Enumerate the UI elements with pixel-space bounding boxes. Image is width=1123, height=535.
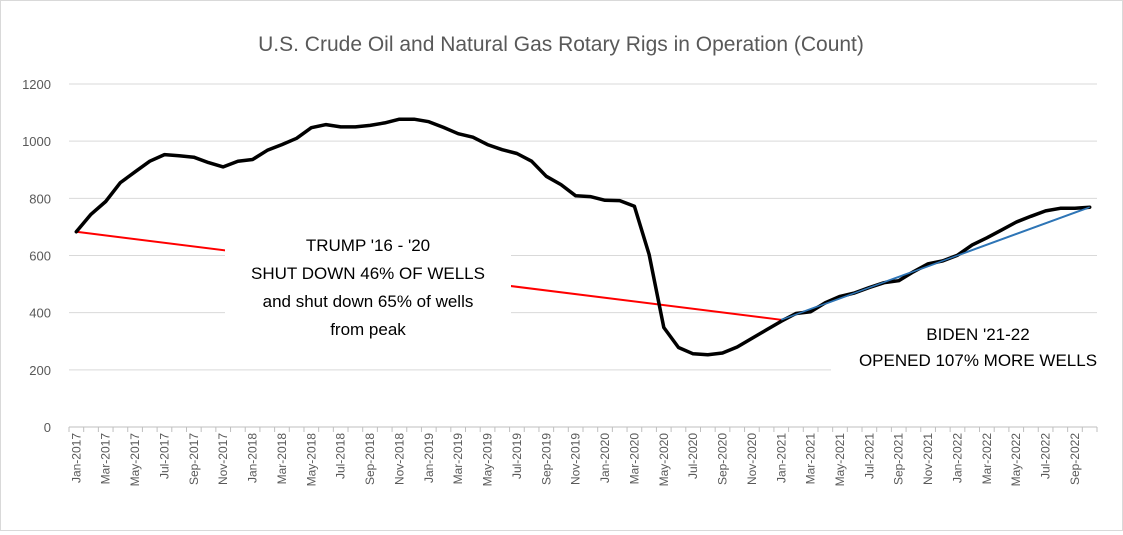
x-tick-label: Sep-2020 — [716, 433, 730, 485]
x-tick-label: May-2022 — [1009, 433, 1023, 487]
y-tick-label: 600 — [29, 249, 51, 264]
x-tick-label: Nov-2019 — [569, 433, 583, 485]
x-tick-label: Mar-2017 — [99, 433, 113, 485]
trump-annotation-line-3: and shut down 65% of wells — [263, 292, 474, 311]
x-tick-label: May-2018 — [304, 433, 318, 487]
x-tick-label: Sep-2018 — [363, 433, 377, 485]
x-tick-label: Jan-2021 — [774, 433, 788, 483]
x-tick-label: Jul-2021 — [862, 433, 876, 479]
x-tick-label: Sep-2022 — [1068, 433, 1082, 485]
x-tick-label: Nov-2021 — [921, 433, 935, 485]
trump-annotation-line-2: SHUT DOWN 46% OF WELLS — [251, 264, 485, 283]
series-line — [74, 117, 1092, 357]
biden-annotation-line-1: BIDEN '21-22 — [926, 325, 1029, 344]
x-tick-label: May-2019 — [481, 433, 495, 487]
x-tick-label: Nov-2018 — [392, 433, 406, 485]
y-tick-label: 0 — [44, 420, 51, 435]
x-tick-label: Jul-2019 — [510, 433, 524, 479]
x-tick-label: Mar-2022 — [980, 433, 994, 485]
x-tick-label: Nov-2017 — [216, 433, 230, 485]
trump-annotation-line-1: TRUMP '16 - '20 — [306, 236, 430, 255]
y-axis-tick-labels: 0 200 400 600 800 1000 1200 — [22, 77, 51, 435]
x-tick-label: Jan-2017 — [69, 433, 83, 483]
x-tick-label: Jul-2018 — [334, 433, 348, 479]
x-tick-label: Sep-2021 — [892, 433, 906, 485]
x-tick-label: Sep-2017 — [187, 433, 201, 485]
x-tick-label: Jan-2022 — [950, 433, 964, 483]
x-tick-label: Jul-2022 — [1039, 433, 1053, 479]
trump-annotation: TRUMP '16 - '20 SHUT DOWN 46% OF WELLS a… — [225, 223, 511, 345]
x-tick-label: Jan-2018 — [246, 433, 260, 483]
biden-annotation-box — [831, 315, 1121, 377]
biden-annotation-line-2: OPENED 107% MORE WELLS — [859, 351, 1097, 370]
x-tick-label: Mar-2020 — [627, 433, 641, 485]
y-tick-label: 1000 — [22, 134, 51, 149]
trend-line-overlay — [780, 206, 1090, 321]
y-tick-label: 800 — [29, 191, 51, 206]
trump-annotation-box — [225, 223, 511, 345]
x-tick-label: Jul-2017 — [157, 433, 171, 479]
x-tick-label: Jul-2020 — [686, 433, 700, 479]
series-lines — [74, 117, 1092, 357]
x-tick-label: Sep-2019 — [539, 433, 553, 485]
trump-annotation-line-4: from peak — [330, 320, 406, 339]
biden-annotation: BIDEN '21-22 OPENED 107% MORE WELLS — [831, 315, 1121, 377]
chart-title: U.S. Crude Oil and Natural Gas Rotary Ri… — [258, 33, 864, 56]
x-tick-label: Nov-2020 — [745, 433, 759, 485]
x-tick-label: Mar-2019 — [451, 433, 465, 485]
x-tick-label: Mar-2018 — [275, 433, 289, 485]
y-tick-label: 400 — [29, 306, 51, 321]
x-axis: Jan-2017 Mar-2017 May-2017 Jul-2017 Sep-2017… — [68, 426, 1098, 487]
x-tick-label: Mar-2021 — [804, 433, 818, 485]
x-tick-label: Jan-2020 — [598, 433, 612, 483]
x-tick-label: May-2020 — [657, 433, 671, 487]
x-tick-label: May-2017 — [128, 433, 142, 487]
y-tick-label: 200 — [29, 363, 51, 378]
x-tick-label: May-2021 — [833, 433, 847, 487]
x-tick-label: Jan-2019 — [422, 433, 436, 483]
y-tick-label: 1200 — [22, 77, 51, 92]
